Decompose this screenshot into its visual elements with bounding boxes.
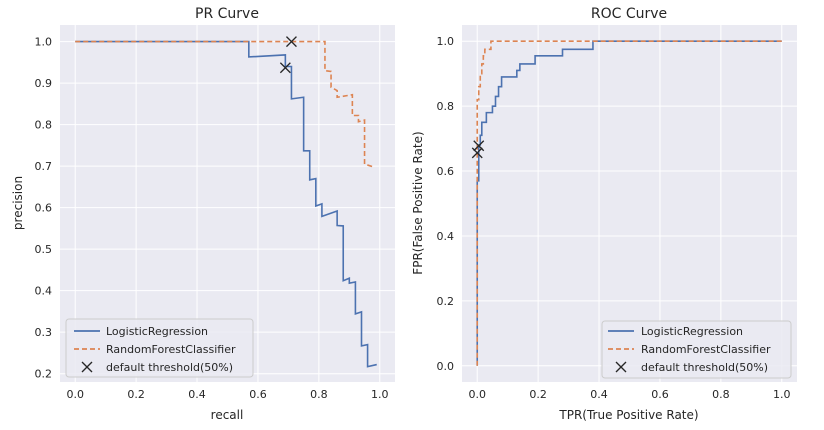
roc-legend-label-rf: RandomForestClassifier — [641, 343, 771, 356]
roc-series-logistic-regression — [476, 40, 782, 366]
roc-legend-marker-icon — [615, 361, 627, 373]
pr-xtick-label: 0.4 — [188, 388, 206, 401]
roc-title: ROC Curve — [591, 6, 667, 22]
roc-ytick-label: 0.6 — [437, 165, 455, 178]
pr-xtick-label: 0.6 — [249, 388, 267, 401]
pr-ytick-label: 0.8 — [35, 119, 53, 132]
roc-ytick-label: 1.0 — [437, 35, 455, 48]
pr-xtick-label: 1.0 — [371, 388, 389, 401]
pr-xtick-label: 0.2 — [127, 388, 145, 401]
roc-curve-panel: 0.0 0.2 0.4 0.6 0.8 1.0 0.0 0.2 0.4 0.6 0.8 1.0 ROC… — [411, 6, 797, 422]
pr-threshold-markers — [279, 36, 297, 74]
pr-ylabel: precision — [11, 176, 25, 230]
pr-legend: LogisticRegression RandomForestClassifie… — [65, 318, 254, 378]
roc-tick-labels: 0.0 0.2 0.4 0.6 0.8 1.0 0.0 0.2 0.4 0.6 0.8 1.0 — [437, 35, 791, 401]
pr-series-logistic-regression — [75, 40, 377, 368]
pr-ytick-label: 0.6 — [35, 202, 53, 215]
roc-legend-label-logreg: LogisticRegression — [641, 325, 743, 338]
roc-xtick-label: 0.0 — [468, 388, 486, 401]
pr-ytick-label: 0.7 — [35, 160, 53, 173]
pr-legend-marker-icon — [81, 361, 93, 373]
roc-ytick-label: 0.2 — [437, 295, 455, 308]
pr-series — [75, 40, 377, 368]
pr-series-random-forest — [75, 40, 374, 168]
roc-xtick-label: 0.2 — [529, 388, 547, 401]
roc-ylabel: FPR(False Positive Rate) — [411, 131, 425, 274]
roc-legend: LogisticRegression RandomForestClassifie… — [601, 320, 792, 379]
pr-legend-label-rf: RandomForestClassifier — [106, 343, 236, 356]
pr-ytick-label: 0.3 — [35, 326, 53, 339]
pr-xtick-label: 0.0 — [66, 388, 84, 401]
pr-ytick-label: 0.2 — [35, 368, 53, 381]
pr-legend-label-threshold: default threshold(50%) — [106, 361, 233, 374]
roc-xlabel: TPR(True Positive Rate) — [558, 408, 698, 422]
roc-threshold-markers — [471, 140, 485, 159]
pr-threshold-marker — [279, 62, 291, 74]
roc-xtick-label: 0.6 — [651, 388, 669, 401]
roc-ytick-label: 0.8 — [437, 100, 455, 113]
roc-threshold-marker — [473, 140, 485, 152]
roc-xtick-label: 0.8 — [712, 388, 730, 401]
roc-series-random-forest — [476, 40, 782, 366]
pr-ytick-label: 1.0 — [35, 36, 53, 49]
pr-legend-box — [65, 318, 254, 378]
pr-ytick-label: 0.4 — [35, 285, 53, 298]
roc-threshold-marker — [471, 147, 483, 159]
roc-ytick-label: 0.0 — [437, 360, 455, 373]
pr-ytick-label: 0.5 — [35, 243, 53, 256]
roc-xtick-label: 1.0 — [773, 388, 791, 401]
pr-tick-labels: 0.0 0.2 0.4 0.6 0.8 1.0 0.2 0.3 0.4 0.5 0.6 0.7 0.8 0… — [35, 36, 389, 401]
pr-ytick-label: 0.9 — [35, 77, 53, 90]
pr-threshold-marker — [285, 36, 297, 48]
pr-xlabel: recall — [211, 408, 244, 422]
roc-legend-box — [601, 320, 792, 379]
pr-curve-panel: 0.0 0.2 0.4 0.6 0.8 1.0 0.2 0.3 0.4 0.5 0.6 0.7 0.8 0… — [11, 6, 395, 422]
roc-xtick-label: 0.4 — [590, 388, 608, 401]
roc-legend-label-threshold: default threshold(50%) — [641, 361, 768, 374]
pr-title: PR Curve — [195, 6, 259, 22]
pr-xtick-label: 0.8 — [310, 388, 328, 401]
roc-ytick-label: 0.4 — [437, 230, 455, 243]
roc-series — [476, 40, 782, 366]
pr-legend-label-logreg: LogisticRegression — [106, 325, 208, 338]
